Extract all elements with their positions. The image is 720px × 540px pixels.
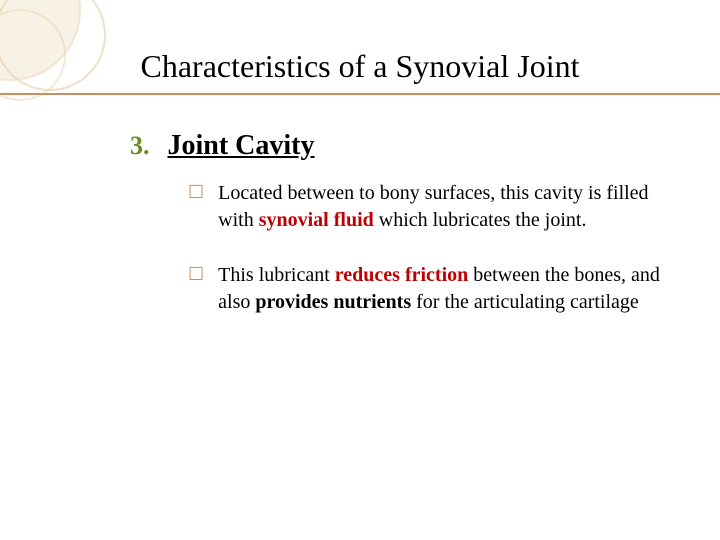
bullet-item: ☐ This lubricant reduces friction betwee…: [188, 262, 660, 316]
checkbox-icon: ☐: [188, 182, 204, 203]
highlight-text: reduces friction: [335, 264, 469, 286]
text-segment: for the articulating cartilage: [411, 291, 639, 313]
slide-title: Characteristics of a Synovial Joint: [0, 48, 720, 95]
bullet-text: This lubricant reduces friction between …: [218, 262, 660, 316]
numbered-item: 3. Joint Cavity: [130, 130, 660, 162]
text-segment: which lubricates the joint.: [374, 209, 587, 231]
bullet-item: ☐ Located between to bony surfaces, this…: [188, 180, 660, 234]
bullet-text: Located between to bony surfaces, this c…: [218, 180, 660, 234]
text-segment: This lubricant: [218, 264, 335, 286]
list-number: 3.: [130, 131, 150, 161]
checkbox-icon: ☐: [188, 264, 204, 285]
list-heading: Joint Cavity: [168, 130, 315, 162]
sublist: ☐ Located between to bony surfaces, this…: [188, 180, 660, 316]
highlight-text: provides nutrients: [255, 291, 411, 313]
content-area: 3. Joint Cavity ☐ Located between to bon…: [130, 130, 660, 344]
highlight-text: synovial fluid: [259, 209, 374, 231]
